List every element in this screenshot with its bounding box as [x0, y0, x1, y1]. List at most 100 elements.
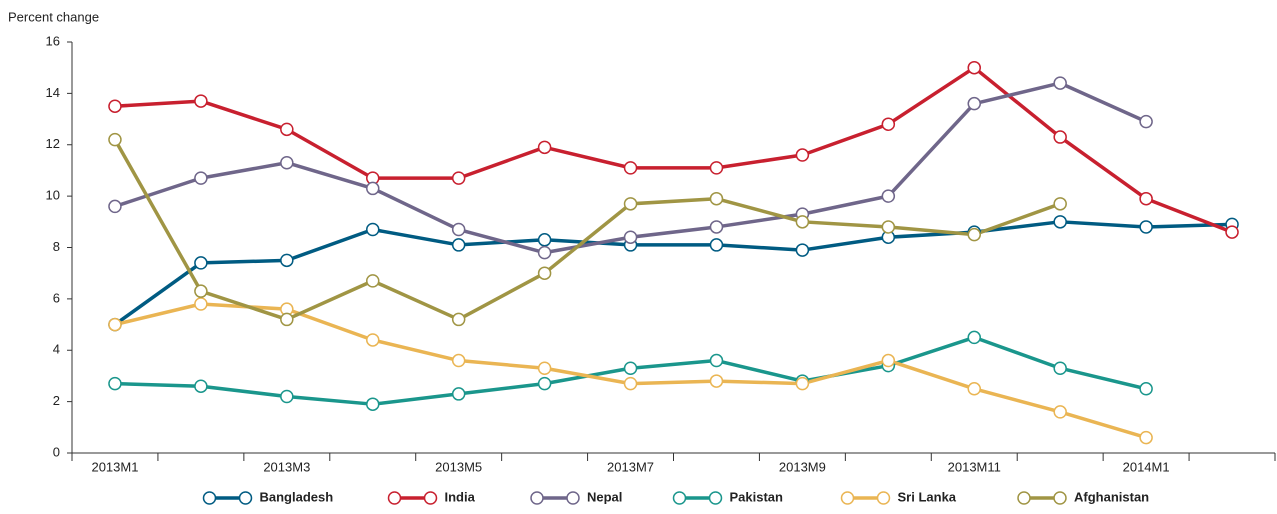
data-point	[280, 389, 294, 404]
y-tick-label: 2	[53, 393, 60, 408]
data-point	[881, 220, 896, 234]
data-point	[1139, 191, 1153, 206]
data-point	[1053, 130, 1067, 144]
data-point	[451, 353, 466, 368]
data-point	[537, 140, 552, 155]
data-point	[366, 222, 380, 237]
y-tick-label: 8	[53, 239, 60, 254]
data-point	[537, 266, 552, 280]
legend-label: Afghanistan	[1074, 489, 1149, 504]
legend-label: Pakistan	[730, 489, 784, 504]
data-point	[967, 382, 981, 396]
data-point	[1139, 220, 1153, 234]
data-point	[623, 230, 638, 244]
data-point	[537, 376, 552, 391]
data-point	[967, 60, 981, 75]
data-point	[795, 148, 810, 162]
data-point	[623, 161, 638, 175]
legend-marker	[387, 491, 402, 505]
data-point	[623, 361, 638, 375]
series-line	[113, 138, 1061, 322]
x-tick-label: 2013M7	[607, 459, 654, 474]
data-point	[1139, 114, 1153, 129]
data-point	[451, 171, 466, 185]
legend-label: India	[445, 489, 476, 504]
data-point	[967, 330, 981, 345]
legend-marker	[530, 491, 544, 505]
data-point	[366, 274, 380, 288]
legend-marker	[708, 491, 723, 505]
legend-marker	[1053, 491, 1067, 505]
data-point	[709, 238, 724, 252]
data-point	[623, 197, 638, 211]
data-point	[194, 297, 208, 311]
data-point	[967, 227, 981, 242]
data-point	[280, 122, 294, 137]
x-tick-label: 2013M11	[948, 459, 1001, 474]
x-tick-label: 2014M1	[1123, 459, 1170, 474]
data-point	[1139, 382, 1153, 396]
data-point	[194, 94, 208, 108]
data-point	[108, 199, 122, 214]
data-point	[280, 155, 294, 170]
y-tick-label: 14	[46, 85, 60, 100]
legend-label: Sri Lanka	[898, 489, 957, 504]
data-point	[709, 161, 724, 175]
data-point	[451, 222, 466, 237]
x-tick-label: 2013M3	[263, 459, 310, 474]
data-point	[194, 284, 208, 298]
data-point	[1053, 76, 1067, 90]
series-line	[114, 65, 1233, 234]
series-line	[113, 220, 1233, 326]
data-point	[108, 99, 122, 113]
data-point	[194, 171, 208, 185]
data-point	[1053, 405, 1067, 419]
data-point	[451, 238, 466, 252]
data-point	[194, 256, 208, 270]
data-point	[537, 245, 552, 260]
data-point	[194, 379, 208, 393]
data-point	[709, 220, 724, 234]
data-point	[537, 233, 552, 247]
data-point	[709, 374, 724, 388]
x-tick-label: 2013M1	[91, 459, 138, 474]
legend-marker	[1017, 491, 1031, 505]
legend-marker	[840, 491, 855, 505]
data-point	[1053, 197, 1067, 211]
data-point	[709, 353, 724, 368]
data-point	[967, 96, 981, 111]
data-point	[623, 376, 638, 391]
legend-marker	[672, 491, 687, 505]
data-point	[1053, 361, 1067, 375]
y-axis-label: Percent change	[8, 9, 99, 24]
data-point	[537, 361, 552, 375]
legend-marker	[876, 491, 891, 505]
data-point	[709, 191, 724, 206]
data-point	[451, 312, 466, 327]
y-tick-label: 10	[46, 188, 60, 203]
y-tick-label: 16	[46, 33, 60, 48]
data-point	[1139, 430, 1153, 445]
data-point	[280, 312, 294, 327]
data-point	[108, 376, 122, 391]
data-point	[1225, 225, 1239, 239]
data-point	[366, 397, 380, 411]
data-point	[451, 387, 466, 401]
y-tick-label: 4	[53, 342, 60, 357]
data-point	[366, 181, 380, 196]
data-point	[881, 353, 896, 368]
y-tick-label: 0	[53, 444, 60, 459]
data-point	[795, 376, 810, 391]
data-point	[795, 243, 810, 257]
data-point	[1053, 215, 1067, 229]
x-tick-label: 2013M9	[779, 459, 826, 474]
data-point	[280, 253, 294, 268]
data-point	[881, 117, 896, 131]
legend-marker	[238, 491, 253, 505]
data-point	[366, 333, 380, 347]
data-point	[795, 215, 810, 229]
data-point	[881, 189, 896, 203]
legend-marker	[423, 491, 438, 505]
data-point	[108, 132, 122, 147]
